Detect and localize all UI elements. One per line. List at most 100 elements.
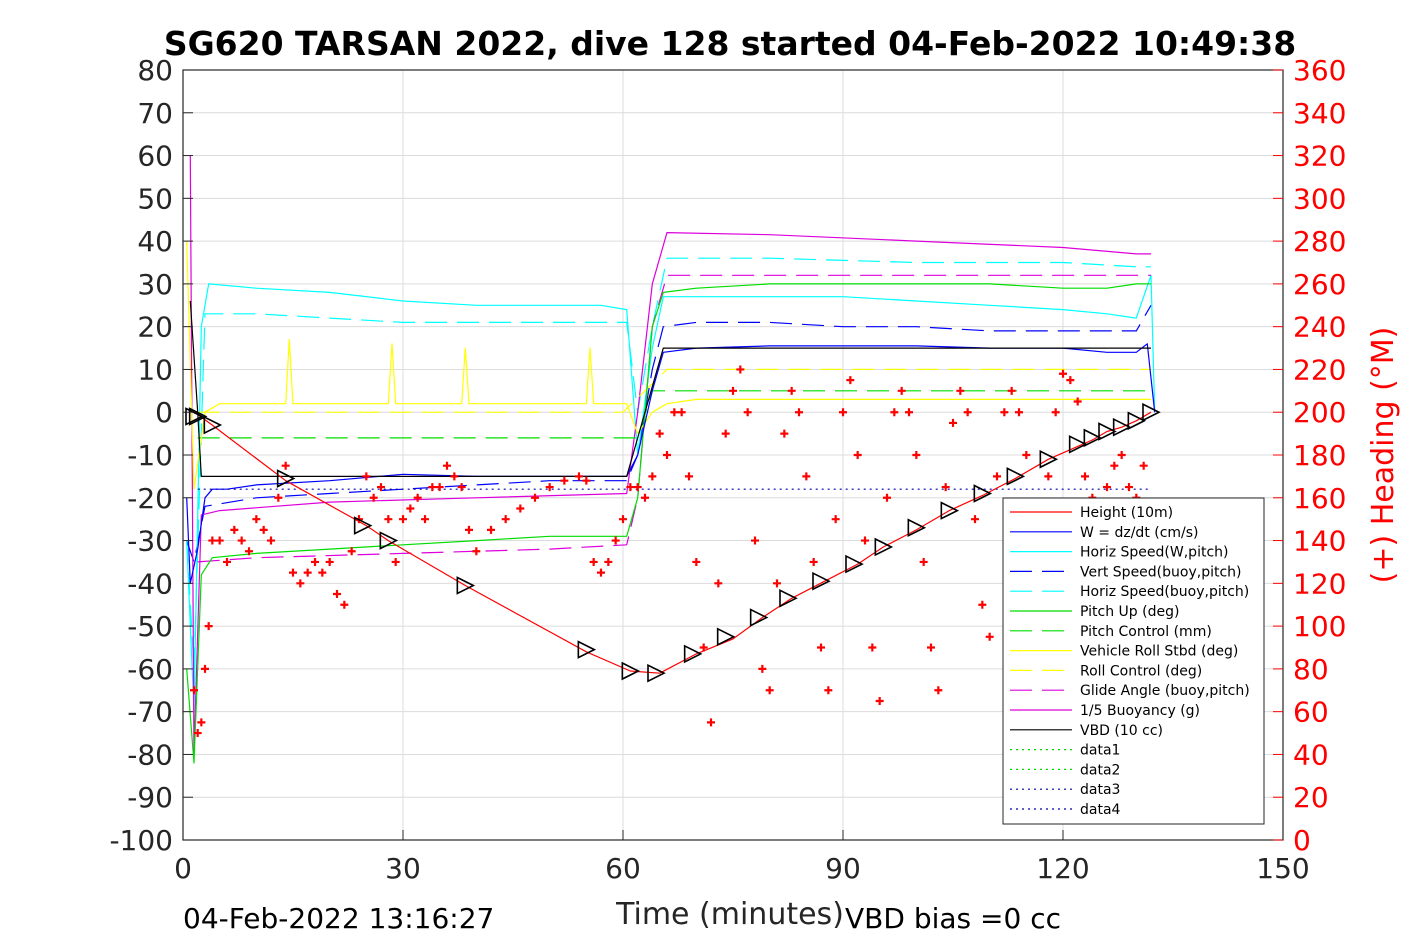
height-marker: [812, 571, 831, 591]
right-tick-label: 20: [1293, 781, 1329, 814]
heading-point: [487, 525, 495, 534]
right-tick-label: 360: [1293, 54, 1346, 87]
heading-point: [377, 483, 385, 492]
x-tick-label: 30: [385, 852, 421, 885]
heading-point: [289, 568, 297, 577]
heading-point: [450, 472, 459, 481]
right-axis: 3603403203002802602402202001801601401201…: [1273, 54, 1346, 857]
legend-label: Glide Angle (buoy,pitch): [1080, 683, 1250, 699]
heading-point: [692, 557, 701, 566]
left-tick-label: 80: [137, 54, 173, 87]
heading-point: [655, 429, 664, 438]
heading-point: [1022, 451, 1031, 459]
heading-point: [1015, 408, 1023, 417]
chart-title: SG620 TARSAN 2022, dive 128 started 04-F…: [164, 24, 1296, 63]
heading-point: [897, 386, 906, 395]
heading-point: [245, 547, 253, 556]
legend-label: W = dz/dt (cm/s): [1080, 525, 1199, 541]
height-marker: [353, 516, 373, 535]
heading-point: [428, 483, 437, 492]
heading-point: [868, 643, 877, 652]
heading-point: [1051, 408, 1060, 417]
heading-point: [963, 408, 972, 417]
heading-point: [399, 515, 407, 524]
heading-point: [883, 493, 891, 502]
heading-point: [201, 664, 209, 673]
right-tick-label: 40: [1293, 738, 1329, 771]
height-marker: [203, 415, 223, 435]
right-tick-label: 260: [1293, 268, 1346, 301]
right-tick-label: 240: [1293, 311, 1346, 344]
heading-point: [259, 525, 268, 534]
heading-point: [758, 664, 767, 673]
heading-point: [1110, 461, 1119, 470]
right-tick-label: 60: [1293, 696, 1329, 729]
heading-point: [993, 472, 1001, 481]
heading-point: [597, 568, 605, 577]
height-marker: [188, 407, 208, 426]
heading-point: [736, 365, 745, 374]
heading-point: [1007, 386, 1016, 395]
x-axis: 0 30 60 90 120 150: [174, 830, 1310, 885]
series-line-7: [186, 241, 1151, 490]
heading-point: [912, 451, 921, 459]
vbd-bias-label: VBD bias =0 cc: [845, 902, 1061, 935]
right-tick-label: 80: [1293, 653, 1329, 686]
heading-point: [927, 643, 935, 652]
left-tick-label: -30: [127, 525, 173, 558]
height-marker: [456, 576, 476, 595]
heading-point: [340, 600, 349, 609]
heading-point: [1066, 376, 1075, 385]
height-marker: [1112, 417, 1132, 437]
height-marker: [940, 501, 960, 520]
heading-point: [575, 472, 583, 481]
height-marker: [1098, 422, 1117, 441]
heading-point: [787, 386, 796, 395]
heading-point: [589, 557, 598, 566]
heading-point: [223, 557, 231, 566]
heading-point: [641, 493, 649, 502]
heading-point: [633, 483, 642, 492]
series-line-11: [189, 300, 1151, 477]
heading-point: [281, 461, 290, 470]
right-tick-label: 160: [1293, 482, 1346, 515]
height-marker: [1068, 435, 1088, 454]
right-tick-label: 220: [1293, 353, 1346, 386]
heading-point: [699, 643, 708, 652]
heading-point: [1059, 369, 1067, 378]
height-marker: [1083, 428, 1103, 448]
heading-point: [670, 408, 679, 417]
left-tick-label: 70: [137, 97, 173, 130]
heading-point: [861, 536, 869, 545]
heading-point: [1073, 397, 1082, 406]
heading-point: [531, 493, 539, 502]
height-marker: [1039, 449, 1059, 469]
legend-label: 1/5 Buoyancy (g): [1080, 703, 1200, 719]
left-tick-label: 0: [155, 396, 173, 429]
left-tick-label: 30: [137, 268, 173, 301]
left-tick-label: -40: [127, 567, 173, 600]
heading-point: [325, 557, 334, 566]
series-line-9: [197, 274, 1151, 563]
height-marker: [874, 537, 894, 557]
heading-point: [421, 515, 429, 524]
height-marker: [845, 554, 864, 574]
right-tick-label: 140: [1293, 525, 1346, 558]
height-marker: [647, 663, 666, 683]
height-marker: [185, 407, 204, 426]
heading-point: [875, 696, 884, 705]
heading-point: [729, 386, 737, 395]
right-tick-label: 280: [1293, 225, 1346, 258]
heading-point: [1125, 483, 1133, 492]
heading-point: [1044, 472, 1053, 481]
heading-point: [941, 483, 950, 492]
x-tick-label: 150: [1256, 852, 1309, 885]
heading-point: [934, 686, 943, 695]
height-marker: [683, 644, 703, 664]
heading-point: [435, 483, 444, 492]
height-marker: [1006, 467, 1026, 486]
heading-point: [443, 461, 451, 470]
series-line-3: [186, 305, 1152, 563]
heading-point: [949, 418, 957, 427]
right-tick-label: 180: [1293, 439, 1346, 472]
